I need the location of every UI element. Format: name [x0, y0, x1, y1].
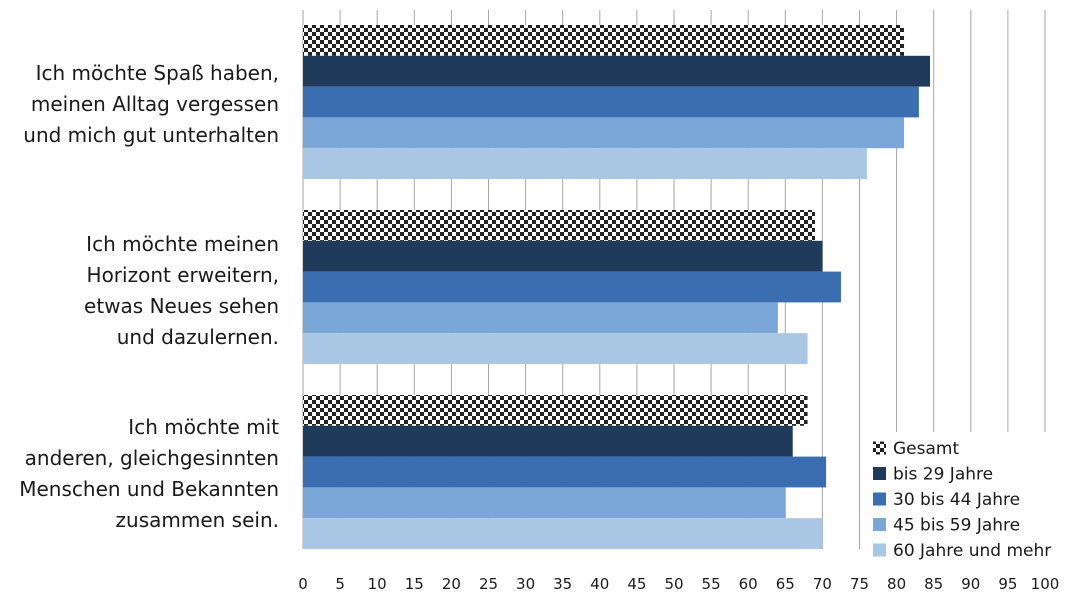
category-label-3-line-1: Ich möchte mit [128, 415, 279, 439]
x-tick-label-25: 25 [479, 575, 498, 593]
bar-cat3-60-jahre-und-mehr [303, 518, 823, 549]
legend-label-2: bis 29 Jahre [893, 465, 993, 485]
x-tick-label-100: 100 [1031, 575, 1060, 593]
bar-cat1-30-bis-44-jahre [303, 86, 919, 118]
category-label-2-line-2: Horizont erweitern, [87, 263, 279, 287]
category-label-3-line-2: anderen, gleichgesinnten [25, 446, 279, 470]
category-label-1-line-3: und mich gut unterhalten [23, 123, 279, 147]
x-tick-label-20: 20 [442, 575, 461, 593]
x-tick-label-50: 50 [664, 575, 683, 593]
bar-cat2-45-bis-59-jahre [303, 302, 778, 334]
legend-swatch-3 [873, 492, 886, 506]
x-tick-label-80: 80 [887, 575, 906, 593]
x-tick-label-90: 90 [961, 575, 980, 593]
legend-label-5: 60 Jahre und mehr [893, 541, 1051, 561]
x-tick-label-30: 30 [516, 575, 535, 593]
legend-label-4: 45 bis 59 Jahre [893, 516, 1020, 536]
bar-cat1-bis-29-jahre [303, 55, 930, 87]
legend-swatch-1 [873, 441, 886, 455]
bar-cat3-bis-29-jahre [303, 425, 793, 457]
legend-background [866, 432, 1062, 568]
x-tick-label-45: 45 [627, 575, 646, 593]
legend-label-1: Gesamt [893, 439, 959, 459]
category-label-2-line-4: und dazulernen. [117, 325, 279, 349]
bar-cat1-60-jahre-und-mehr [303, 148, 867, 179]
category-label-3-line-3: Menschen und Bekannten [19, 477, 279, 501]
x-tick-label-5: 5 [335, 575, 345, 593]
x-tick-label-55: 55 [702, 575, 721, 593]
legend-swatch-2 [873, 467, 886, 480]
bar-cat1-gesamt [303, 25, 905, 56]
category-label-3-line-4: zusammen sein. [116, 508, 279, 532]
bar-cat2-bis-29-jahre [303, 240, 823, 272]
bar-cat3-30-bis-44-jahre [303, 456, 827, 488]
legend: Gesamt bis 29 Jahre 30 bis 44 Jahre 45 bis … [866, 432, 1062, 568]
legend-label-3: 30 bis 44 Jahre [893, 490, 1020, 510]
category-label-1-line-2: meinen Alltag vergessen [31, 92, 279, 116]
x-tick-label-15: 15 [405, 575, 424, 593]
x-tick-label-65: 65 [776, 575, 795, 593]
bar-cat2-30-bis-44-jahre [303, 271, 841, 303]
x-tick-label-40: 40 [590, 575, 609, 593]
bar-cat2-gesamt [303, 210, 815, 241]
bar-cat3-45-bis-59-jahre [303, 487, 786, 519]
bars [303, 25, 930, 549]
legend-swatch-4 [873, 518, 886, 531]
x-tick-label-10: 10 [368, 575, 387, 593]
x-tick-label-35: 35 [553, 575, 572, 593]
x-tick-label-95: 95 [998, 575, 1017, 593]
x-tick-label-85: 85 [924, 575, 943, 593]
category-label-1-line-1: Ich möchte Spaß haben, [36, 61, 279, 85]
x-tick-labels: 0 5 10 15 20 25 30 35 40 45 50 55 60 65 70 75 80 85 90 95 10… [298, 575, 1059, 593]
x-tick-label-0: 0 [298, 575, 308, 593]
x-tick-label-60: 60 [739, 575, 758, 593]
category-label-2-line-3: etwas Neues sehen [84, 294, 279, 318]
x-tick-label-70: 70 [813, 575, 832, 593]
x-tick-label-75: 75 [850, 575, 869, 593]
category-label-2-line-1: Ich möchte meinen [86, 232, 279, 256]
bar-cat2-60-jahre-und-mehr [303, 333, 808, 364]
bar-cat3-gesamt [303, 395, 808, 426]
category-labels: Ich möchte Spaß haben, meinen Alltag verg… [19, 61, 279, 532]
legend-swatch-5 [873, 543, 886, 557]
bar-cat1-45-bis-59-jahre [303, 117, 905, 149]
